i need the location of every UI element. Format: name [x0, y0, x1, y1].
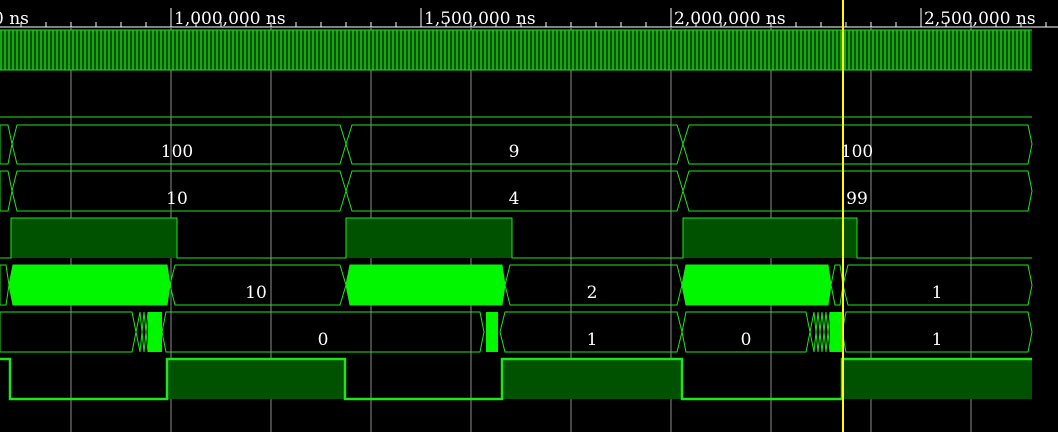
- bus4-value-1: 1: [587, 330, 598, 350]
- time-ruler[interactable]: 0 ns 1,000,000 ns 1,500,000 ns 2,000,000…: [0, 8, 1058, 29]
- bus1-value-2: 100: [841, 142, 873, 162]
- bus3-value-2: 1: [932, 283, 943, 303]
- ruler-label-2: 1,500,000 ns: [424, 9, 536, 29]
- wave-row-bus-4[interactable]: 0 1 0 1: [0, 311, 1033, 353]
- bus4-value-3: 1: [932, 330, 943, 350]
- wave-row-bus-3[interactable]: 10 2 1: [0, 264, 1033, 306]
- bus1-value-0: 100: [161, 142, 193, 162]
- wave-row-bus-2[interactable]: 10 4 99: [0, 170, 1033, 212]
- bus3-value-0: 10: [245, 283, 267, 303]
- bus2-value-1: 4: [509, 189, 520, 209]
- bus3-value-1: 2: [587, 283, 598, 303]
- bus4-value-0: 0: [318, 330, 329, 350]
- bus1-value-1: 9: [509, 142, 520, 162]
- ruler-label-0: 0 ns: [0, 9, 29, 29]
- bus2-value-0: 10: [166, 189, 188, 209]
- wave-row-bus-1[interactable]: 100 9 100: [0, 124, 1033, 165]
- bus4-value-2: 0: [741, 330, 752, 350]
- wave-row-digital-2[interactable]: [0, 357, 1032, 401]
- ruler-label-4: 2,500,000 ns: [924, 9, 1036, 29]
- wave-row-digital-1[interactable]: [0, 217, 1032, 259]
- ruler-label-1: 1,000,000 ns: [174, 9, 286, 29]
- wave-row-clock[interactable]: [0, 29, 1032, 71]
- bus2-value-2: 99: [846, 189, 868, 209]
- ruler-label-3: 2,000,000 ns: [674, 9, 786, 29]
